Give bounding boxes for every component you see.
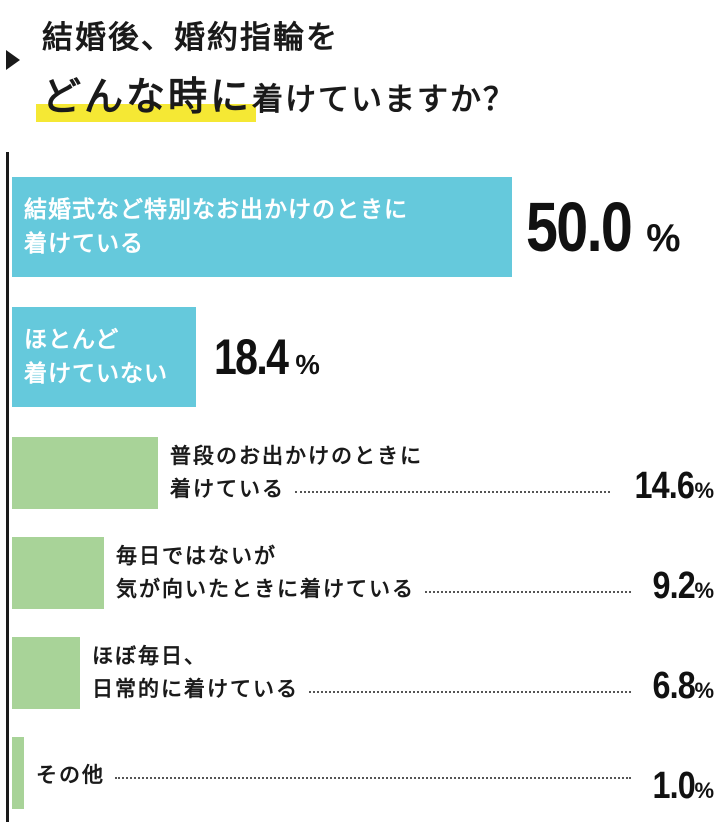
bar-3-label-text: 着けている bbox=[170, 477, 285, 501]
bar-3-label-line: 普段のお出かけのときに bbox=[170, 440, 423, 473]
bar-2-value-unit: % bbox=[295, 349, 320, 381]
bar-6-value: 1.0% bbox=[645, 765, 714, 808]
chart-title-line2: どんな時に着けていますか？ bbox=[35, 66, 517, 122]
bar-4-label-line: 毎日ではないが bbox=[116, 540, 415, 573]
bar-2-value-number: 18.4 bbox=[214, 329, 289, 386]
bar-4-value-number: 9.2 bbox=[652, 565, 695, 607]
bar-4 bbox=[12, 537, 104, 609]
bar-1-label: 結婚式など特別なお出かけのときに 着けている bbox=[24, 193, 408, 261]
bar-5-label: ほぼ毎日、日常的に着けている bbox=[92, 640, 299, 706]
bar-5-value-unit: % bbox=[694, 678, 714, 703]
chart-title-highlight: どんな時に bbox=[35, 66, 257, 122]
bar-2 bbox=[12, 307, 196, 407]
bar-6 bbox=[12, 737, 24, 809]
bar-3-label-line: 着けている bbox=[170, 473, 423, 506]
chart-title-line1: 結婚後、婚約指輪を bbox=[42, 20, 339, 56]
bar-6-label-text: その他 bbox=[36, 762, 105, 787]
bar-2-value: 18.4% bbox=[214, 328, 320, 386]
bar-1-label-line: 着けている bbox=[24, 231, 144, 257]
bar-5 bbox=[12, 637, 80, 709]
bar-6-label: その他 bbox=[36, 759, 105, 792]
bar-1-value-number: 50.0 bbox=[526, 187, 633, 266]
bar-4-value-unit: % bbox=[694, 578, 714, 603]
bar-4-label-text: 毎日ではないが bbox=[116, 544, 277, 568]
bar-3-label-text: 普段のお出かけのときに bbox=[170, 444, 423, 468]
bar-2-label-line: 着けていない bbox=[24, 361, 168, 387]
bar-1-value-unit: % bbox=[646, 216, 681, 260]
bar-6-value-number: 1.0 bbox=[652, 765, 695, 807]
bar-5-label-text: ほぼ毎日、 bbox=[92, 644, 207, 668]
bar-3-value-number: 14.6 bbox=[634, 465, 695, 507]
bar-3-value-unit: % bbox=[694, 478, 714, 503]
bar-3-label: 普段のお出かけのときに 着けている bbox=[170, 440, 423, 506]
bar-1-label-line: 結婚式など特別なお出かけのときに bbox=[24, 197, 408, 223]
bar-2-label-line: ほとんど bbox=[24, 327, 120, 353]
bar-6-label-line: その他 bbox=[36, 759, 105, 792]
bar-5-value: 6.8% bbox=[645, 665, 714, 708]
bar-5-value-number: 6.8 bbox=[652, 665, 695, 707]
bar-3-leader bbox=[295, 491, 611, 493]
bar-2-label: ほとんど着けていない bbox=[24, 323, 168, 391]
bar-5-label-line: 日常的に着けている bbox=[92, 673, 299, 706]
bar-1 bbox=[12, 177, 512, 277]
bar-4-label-line: 気が向いたときに着けている bbox=[116, 573, 415, 606]
chart-title-rest: 着けていますか？ bbox=[252, 82, 517, 118]
bar-5-label-text: 日常的に着けている bbox=[92, 677, 299, 701]
bar-4-label-text: 気が向いたときに着けている bbox=[116, 577, 415, 601]
bar-6-leader bbox=[115, 776, 631, 779]
bar-4-leader bbox=[425, 591, 631, 593]
bar-1-value: 50.0% bbox=[526, 187, 680, 267]
bar-4-label: 毎日ではないが気が向いたときに着けている bbox=[116, 540, 415, 606]
bar-3-value: 14.6% bbox=[624, 465, 714, 508]
bar-6-value-unit: % bbox=[694, 778, 714, 803]
bar-4-value: 9.2% bbox=[645, 565, 714, 608]
bar-3 bbox=[12, 437, 158, 509]
bar-5-label-line: ほぼ毎日、 bbox=[92, 640, 299, 673]
title-arrow-icon bbox=[6, 50, 20, 70]
bar-5-leader bbox=[309, 691, 631, 693]
chart-axis-line bbox=[6, 152, 9, 822]
